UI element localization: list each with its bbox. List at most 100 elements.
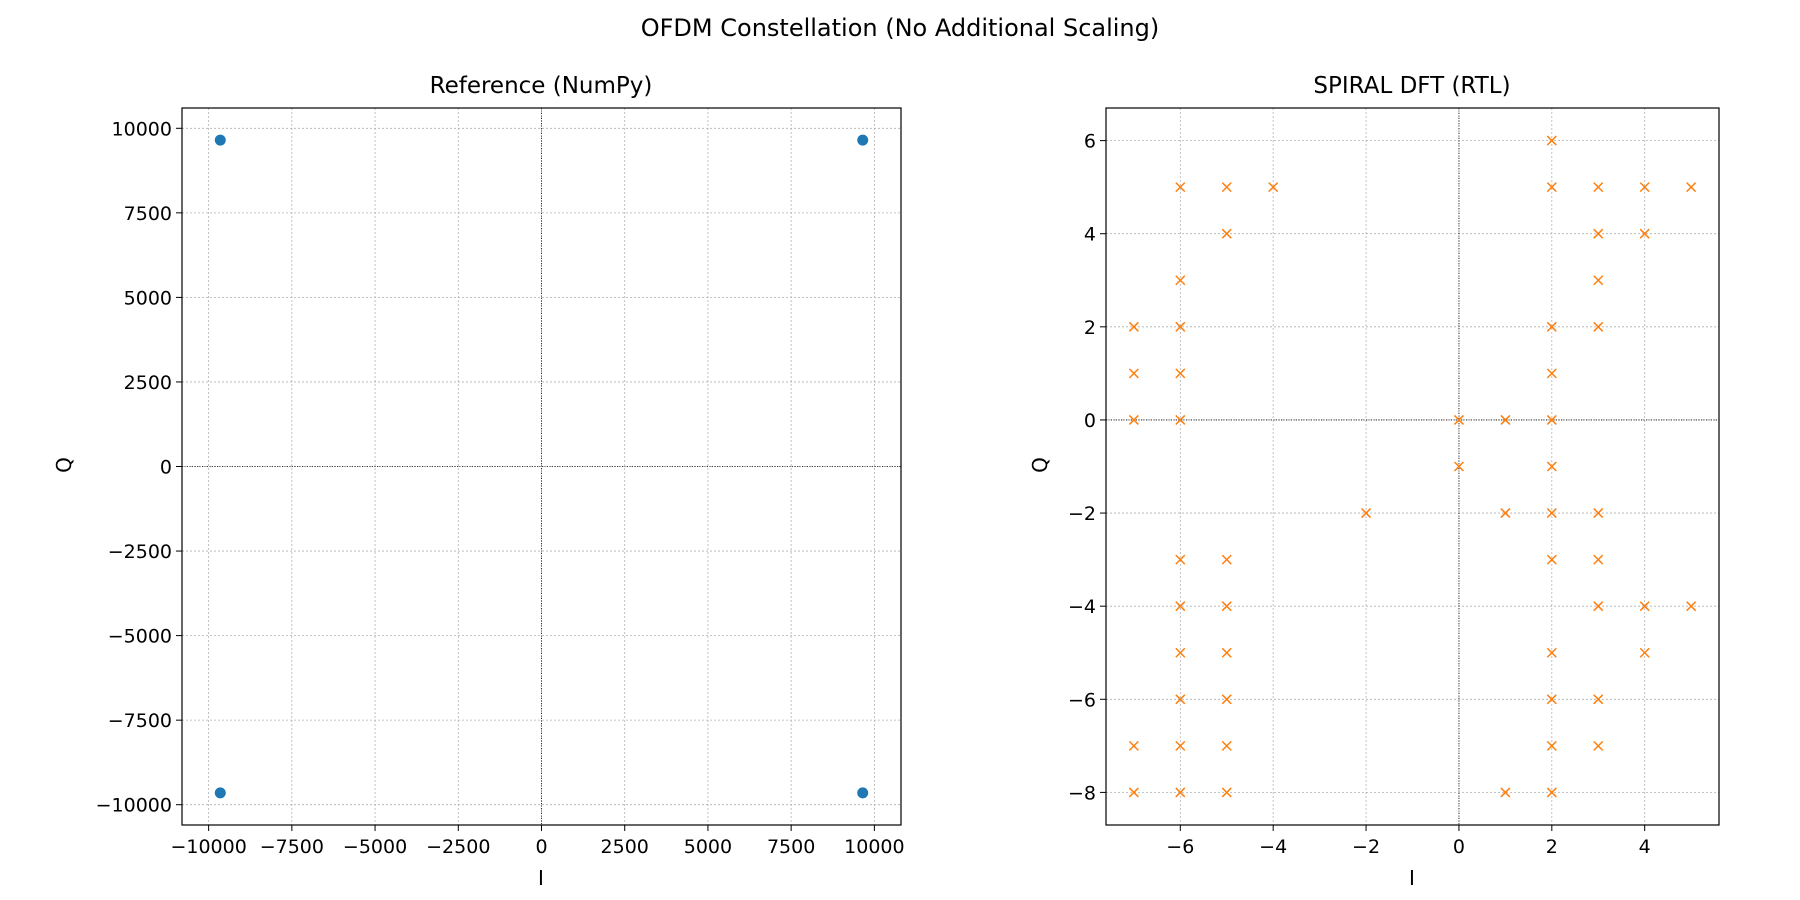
spiral-data-point bbox=[1639, 228, 1650, 239]
spiral-data-point bbox=[1175, 321, 1186, 332]
spiral-data-point bbox=[1500, 414, 1511, 425]
spiral-data-point bbox=[1686, 182, 1697, 193]
spiral-data-point bbox=[1500, 787, 1511, 798]
spiral-y-tick-label: −6 bbox=[1068, 689, 1096, 711]
spiral-data-point bbox=[1175, 182, 1186, 193]
spiral-data-point bbox=[1175, 368, 1186, 379]
spiral-data-point bbox=[1221, 787, 1232, 798]
spiral-data-point bbox=[1175, 694, 1186, 705]
spiral-data-point bbox=[1546, 321, 1557, 332]
spiral-data-point bbox=[1221, 182, 1232, 193]
reference-y-tick-label: 5000 bbox=[124, 287, 172, 309]
figure-title: OFDM Constellation (No Additional Scalin… bbox=[641, 14, 1160, 42]
reference-y-tick-label: 0 bbox=[160, 457, 172, 479]
spiral-y-tick-label: 4 bbox=[1084, 224, 1096, 246]
spiral-data-point bbox=[1175, 647, 1186, 658]
spiral-data-point bbox=[1128, 321, 1139, 332]
spiral-y-tick-label: −2 bbox=[1068, 503, 1096, 525]
spiral-data-point bbox=[1175, 601, 1186, 612]
reference-x-tick-label: 5000 bbox=[684, 836, 732, 858]
spiral-data-point bbox=[1453, 461, 1464, 472]
spiral-data-point bbox=[1175, 740, 1186, 751]
spiral-data-point bbox=[1128, 787, 1139, 798]
spiral-data-point bbox=[1221, 647, 1232, 658]
spiral-data-point bbox=[1593, 601, 1604, 612]
spiral-data-point bbox=[1128, 740, 1139, 751]
reference-x-tick-label: −2500 bbox=[426, 836, 490, 858]
spiral-data-point bbox=[1686, 601, 1697, 612]
spiral-y-tick-label: 6 bbox=[1084, 131, 1096, 153]
spiral-data-point bbox=[1221, 554, 1232, 565]
spiral-data-point bbox=[1128, 368, 1139, 379]
spiral-axes-frame bbox=[1105, 107, 1720, 826]
reference-x-tick-label: 0 bbox=[535, 836, 547, 858]
spiral-data-point bbox=[1639, 601, 1650, 612]
reference-y-tick-label: 7500 bbox=[124, 203, 172, 225]
spiral-data-point bbox=[1593, 554, 1604, 565]
spiral-panel-title: SPIRAL DFT (RTL) bbox=[1313, 73, 1510, 99]
spiral-x-tick-label: 4 bbox=[1639, 836, 1651, 858]
reference-panel-title: Reference (NumPy) bbox=[430, 73, 653, 99]
reference-data-point bbox=[214, 134, 226, 146]
spiral-data-point bbox=[1546, 182, 1557, 193]
spiral-data-point bbox=[1593, 740, 1604, 751]
reference-data-point bbox=[857, 787, 869, 799]
spiral-data-point bbox=[1268, 182, 1279, 193]
spiral-data-point bbox=[1221, 694, 1232, 705]
spiral-data-point bbox=[1453, 414, 1464, 425]
spiral-y-tick-label: −8 bbox=[1068, 782, 1096, 804]
reference-y-tick-label: 2500 bbox=[124, 372, 172, 394]
reference-x-tick-label: 10000 bbox=[844, 836, 904, 858]
spiral-data-point bbox=[1639, 182, 1650, 193]
reference-x-tick-label: −7500 bbox=[260, 836, 324, 858]
reference-y-tick-label: 10000 bbox=[112, 118, 172, 140]
reference-panel: Reference (NumPy) I Q −10000 −7500 −5000 −2… bbox=[52, 73, 905, 890]
spiral-data-point bbox=[1546, 787, 1557, 798]
spiral-data-point bbox=[1546, 414, 1557, 425]
spiral-data-point bbox=[1593, 228, 1604, 239]
spiral-data-point bbox=[1593, 321, 1604, 332]
spiral-data-point bbox=[1546, 368, 1557, 379]
reference-x-tick-label: 2500 bbox=[601, 836, 649, 858]
spiral-y-axis-label: Q bbox=[1028, 457, 1052, 473]
reference-y-axis-label: Q bbox=[52, 457, 76, 473]
reference-y-tick-label: −5000 bbox=[108, 626, 172, 648]
spiral-x-axis-label: I bbox=[1409, 866, 1415, 890]
spiral-data-point bbox=[1175, 787, 1186, 798]
spiral-data-point bbox=[1546, 694, 1557, 705]
reference-x-tick-label: −5000 bbox=[343, 836, 407, 858]
spiral-data-point bbox=[1546, 740, 1557, 751]
spiral-data-point bbox=[1593, 508, 1604, 519]
spiral-data-point bbox=[1175, 554, 1186, 565]
reference-x-axis-label: I bbox=[538, 866, 544, 890]
spiral-panel: SPIRAL DFT (RTL) I Q −6 −4 −2 0 2 4 −8 −6 −4 −2 0 2… bbox=[1028, 73, 1720, 890]
spiral-data-point bbox=[1546, 135, 1557, 146]
reference-y-tick-label: −2500 bbox=[108, 541, 172, 563]
spiral-x-tick-label: 0 bbox=[1453, 836, 1465, 858]
spiral-x-tick-label: −4 bbox=[1259, 836, 1287, 858]
spiral-data-point bbox=[1221, 228, 1232, 239]
spiral-data-point bbox=[1593, 694, 1604, 705]
spiral-x-tick-label: −2 bbox=[1352, 836, 1380, 858]
spiral-data-point bbox=[1546, 461, 1557, 472]
spiral-y-tick-label: −4 bbox=[1068, 596, 1096, 618]
reference-data-point bbox=[857, 134, 869, 146]
reference-x-tick-label: 7500 bbox=[767, 836, 815, 858]
spiral-data-point bbox=[1593, 182, 1604, 193]
spiral-data-point bbox=[1546, 554, 1557, 565]
spiral-data-point bbox=[1221, 740, 1232, 751]
spiral-x-tick-label: 2 bbox=[1546, 836, 1558, 858]
reference-x-tick-label: −10000 bbox=[170, 836, 246, 858]
spiral-data-point bbox=[1546, 508, 1557, 519]
spiral-data-point bbox=[1128, 414, 1139, 425]
spiral-data-point bbox=[1639, 647, 1650, 658]
spiral-data-point bbox=[1593, 275, 1604, 286]
spiral-data-point bbox=[1175, 414, 1186, 425]
spiral-data-point bbox=[1361, 508, 1372, 519]
spiral-y-tick-label: 2 bbox=[1084, 317, 1096, 339]
spiral-data-point bbox=[1175, 275, 1186, 286]
spiral-data-point bbox=[1500, 508, 1511, 519]
reference-data-point bbox=[214, 787, 226, 799]
reference-y-tick-label: −10000 bbox=[96, 795, 172, 817]
